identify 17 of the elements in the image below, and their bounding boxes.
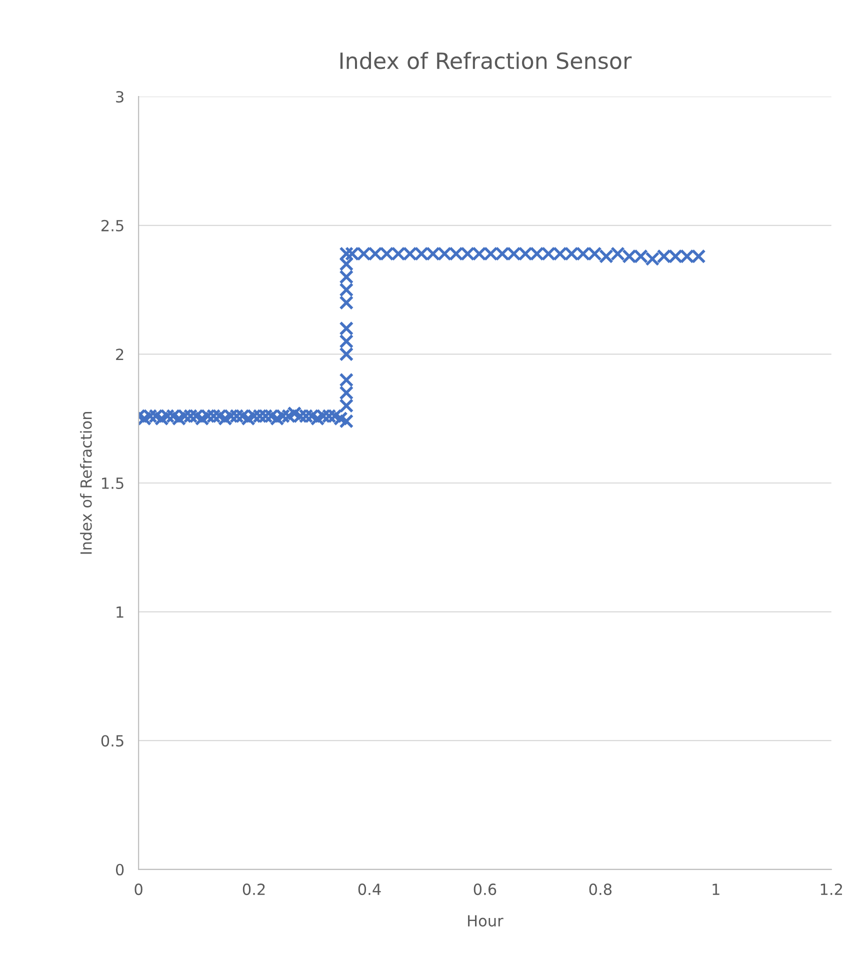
x-tick-label: 0.6 <box>474 884 496 896</box>
y-axis-title: Index of Refraction <box>80 412 92 554</box>
y-tick-label: 0 <box>116 864 124 876</box>
y-tick-label: 0.5 <box>101 735 124 747</box>
x-tick-label: 0 <box>134 884 142 896</box>
y-tick-label: 2.5 <box>101 220 124 232</box>
x-tick-label: 0.4 <box>358 884 381 896</box>
x-tick-label: 0.8 <box>589 884 612 896</box>
y-tick-label: 1 <box>116 606 124 618</box>
y-tick-label: 1.5 <box>102 478 124 490</box>
y-tick-label: 2 <box>116 348 124 360</box>
x-tick-label: 1.2 <box>820 884 842 895</box>
chart-title: Index of Refraction Sensor <box>340 52 632 70</box>
y-tick-label: 3 <box>116 91 124 103</box>
x-axis-title: Hour <box>468 915 504 927</box>
x-tick-label: 0.2 <box>242 884 265 896</box>
x-tick-label: 1 <box>712 884 720 895</box>
